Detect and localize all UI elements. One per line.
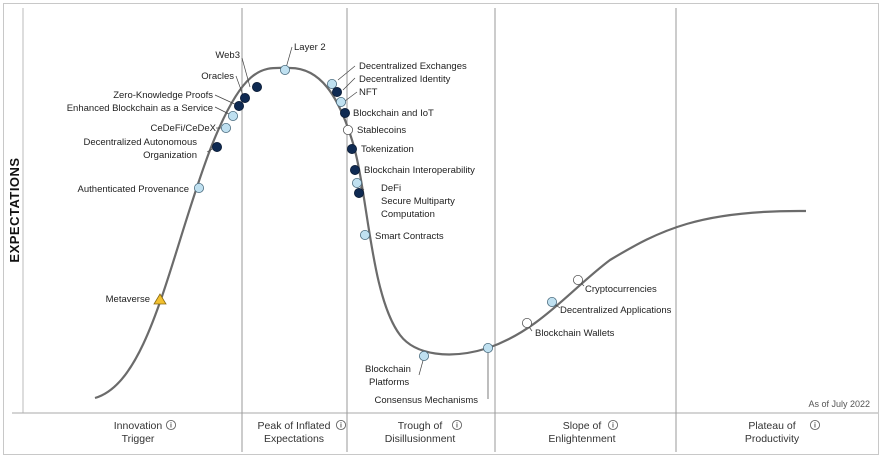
tech-label-consensus-mechanisms: Consensus Mechanisms bbox=[375, 395, 479, 406]
phase-trough: Trough of Disillusionment i bbox=[385, 419, 463, 445]
info-icon[interactable]: i bbox=[607, 419, 619, 431]
tech-marker-smart-contracts bbox=[359, 229, 370, 240]
hype-curve bbox=[94, 66, 807, 400]
info-icon[interactable]: i bbox=[335, 419, 347, 431]
tech-label-cedefi-cedex: CeDeFi/CeDeX bbox=[151, 123, 217, 134]
tech-label-oracles: Oracles bbox=[201, 71, 234, 82]
info-icon[interactable]: i bbox=[451, 419, 463, 431]
leader-lines bbox=[206, 46, 585, 399]
tech-marker-blockchain-interoperability bbox=[349, 164, 360, 175]
tech-marker-secure-multiparty-computation bbox=[353, 187, 364, 198]
tech-label-decentralized-identity: Decentralized Identity bbox=[359, 74, 451, 85]
tech-marker-consensus-mechanisms bbox=[482, 342, 493, 353]
tech-label-blockchain-interoperability: Blockchain Interoperability bbox=[364, 165, 475, 176]
phase-innovation-trigger: Innovation Trigger i bbox=[114, 419, 177, 445]
technology-markers bbox=[153, 65, 584, 361]
tech-label-web3: Web3 bbox=[215, 50, 240, 61]
tech-marker-nft bbox=[335, 97, 346, 108]
tech-label-zero-knowledge-proofs: Zero-Knowledge Proofs bbox=[113, 90, 213, 101]
tech-label-blockchain-and-iot: Blockchain and IoT bbox=[353, 108, 434, 119]
tech-label-blockchain-platforms-line2: Platforms bbox=[369, 377, 409, 388]
tech-label-blockchain-platforms-line1: Blockchain bbox=[365, 364, 411, 375]
tech-marker-metaverse bbox=[153, 293, 167, 305]
tech-label-blockchain-wallets: Blockchain Wallets bbox=[535, 328, 615, 339]
phase-plateau-line2: Productivity bbox=[745, 433, 800, 445]
tech-marker-cryptocurrencies bbox=[573, 274, 584, 285]
phase-innovation-trigger-line2: Trigger bbox=[122, 433, 155, 445]
tech-marker-decentralized-exchanges bbox=[326, 79, 337, 90]
phase-peak: Peak of Inflated Expectations i bbox=[258, 419, 347, 445]
chart-frame bbox=[3, 3, 879, 455]
tech-label-dao-line2: Organization bbox=[143, 150, 197, 161]
tech-marker-authenticated-provenance bbox=[193, 182, 204, 193]
tech-label-decentralized-applications: Decentralized Applications bbox=[560, 305, 672, 316]
tech-label-tokenization: Tokenization bbox=[361, 144, 414, 155]
phase-labels: Innovation Trigger i Peak of Inflated Ex… bbox=[114, 419, 821, 445]
tech-marker-zero-knowledge-proofs bbox=[233, 101, 244, 112]
tech-marker-cedefi-cedex bbox=[220, 123, 231, 134]
tech-label-decentralized-exchanges: Decentralized Exchanges bbox=[359, 61, 467, 72]
tech-label-cryptocurrencies: Cryptocurrencies bbox=[585, 284, 657, 295]
phase-slope-line2: Enlightenment bbox=[548, 433, 615, 445]
tech-marker-web3 bbox=[251, 82, 262, 93]
svg-text:i: i bbox=[456, 423, 458, 430]
phase-slope: Slope of Enlightenment i bbox=[548, 419, 619, 445]
phase-peak-line2: Expectations bbox=[264, 433, 324, 445]
phase-innovation-trigger-line1: Innovation bbox=[114, 420, 163, 432]
phase-trough-line2: Disillusionment bbox=[385, 433, 456, 445]
tech-marker-decentralized-identity bbox=[331, 87, 342, 98]
tech-label-stablecoins: Stablecoins bbox=[357, 125, 406, 136]
tech-label-nft: NFT bbox=[359, 87, 378, 98]
tech-marker-oracles bbox=[239, 93, 250, 104]
y-axis-label: EXPECTATIONS bbox=[7, 157, 22, 262]
tech-marker-enhanced-baas bbox=[227, 111, 238, 122]
tech-marker-blockchain-and-iot bbox=[339, 108, 350, 119]
tech-marker-defi bbox=[351, 177, 362, 188]
phase-peak-line1: Peak of Inflated bbox=[258, 420, 331, 432]
phase-trough-line1: Trough of bbox=[398, 420, 443, 432]
tech-label-authenticated-provenance: Authenticated Provenance bbox=[78, 184, 189, 195]
tech-marker-stablecoins bbox=[342, 125, 353, 136]
svg-text:i: i bbox=[814, 423, 816, 430]
tech-label-smpc-line1: Secure Multiparty bbox=[381, 196, 455, 207]
tech-label-defi: DeFi bbox=[381, 183, 401, 194]
phase-plateau: Plateau of Productivity i bbox=[745, 419, 821, 445]
tech-marker-blockchain-wallets bbox=[522, 317, 533, 328]
tech-marker-decentralized-autonomous-organization bbox=[211, 141, 222, 152]
tech-marker-blockchain-platforms bbox=[418, 350, 429, 361]
technology-labels: Metaverse Authenticated Provenance Decen… bbox=[67, 42, 672, 406]
phase-plateau-line1: Plateau of bbox=[748, 420, 795, 432]
svg-text:i: i bbox=[340, 423, 342, 430]
tech-label-enhanced-baas: Enhanced Blockchain as a Service bbox=[67, 103, 213, 114]
tech-label-layer-2: Layer 2 bbox=[294, 42, 326, 53]
tech-label-metaverse: Metaverse bbox=[106, 294, 150, 305]
as-of-note: As of July 2022 bbox=[808, 399, 870, 409]
tech-marker-tokenization bbox=[346, 143, 357, 154]
tech-label-smart-contracts: Smart Contracts bbox=[375, 231, 444, 242]
phase-slope-line1: Slope of bbox=[563, 420, 602, 432]
tech-label-dao-line1: Decentralized Autonomous bbox=[83, 137, 197, 148]
info-icon[interactable]: i bbox=[165, 419, 177, 431]
tech-label-smpc-line2: Computation bbox=[381, 209, 435, 220]
svg-text:i: i bbox=[612, 423, 614, 430]
tech-marker-layer-2 bbox=[279, 65, 290, 76]
svg-text:i: i bbox=[170, 423, 172, 430]
tech-marker-decentralized-applications bbox=[547, 296, 558, 307]
info-icon[interactable]: i bbox=[809, 419, 821, 431]
